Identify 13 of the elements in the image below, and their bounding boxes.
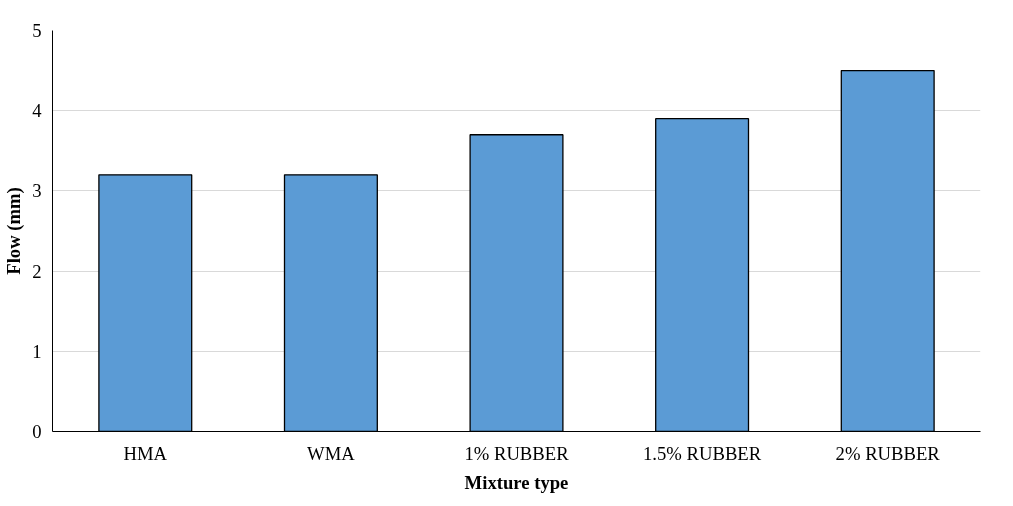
x-tick-label: 1.5% RUBBER bbox=[643, 442, 762, 464]
y-tick-label: 0 bbox=[32, 421, 42, 442]
x-axis-title: Mixture type bbox=[464, 471, 569, 493]
y-tick-label: 2 bbox=[32, 260, 42, 282]
x-tick-label: 1% RUBBER bbox=[464, 442, 570, 464]
y-tick-label: 1 bbox=[32, 340, 42, 362]
y-tick-label: 4 bbox=[32, 100, 43, 122]
y-tick-label: 3 bbox=[32, 180, 42, 202]
x-tick-label: HMA bbox=[123, 442, 168, 464]
y-tick-label: 5 bbox=[32, 20, 42, 41]
x-tick-label: WMA bbox=[307, 442, 356, 464]
y-axis-title: Flow (mm) bbox=[3, 187, 26, 275]
x-tick-label: 2% RUBBER bbox=[835, 442, 941, 464]
